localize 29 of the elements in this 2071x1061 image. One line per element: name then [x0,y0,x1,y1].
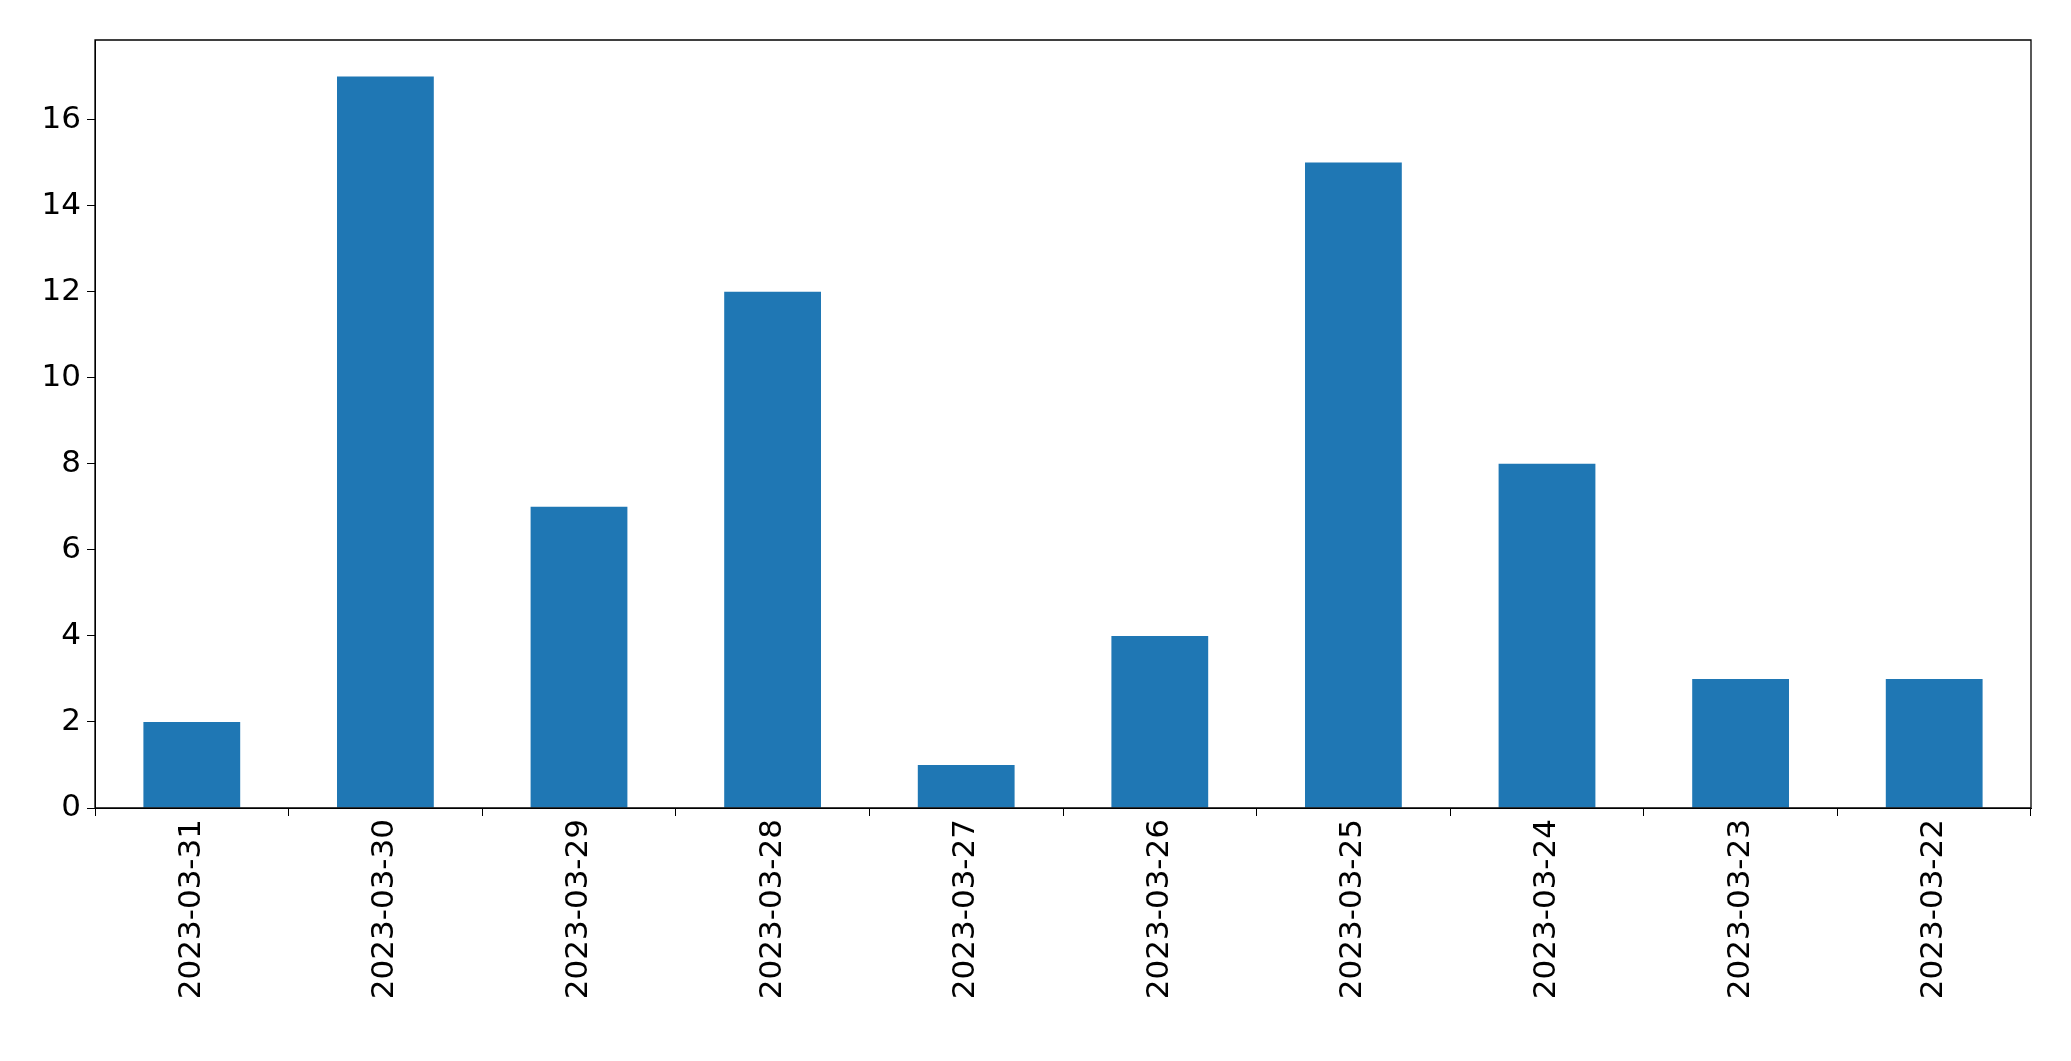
y-tick-label: 0 [61,787,81,824]
x-tick-label: 2023-03-24 [1526,819,1563,1000]
y-tick-label: 10 [41,356,81,393]
y-tick-label: 6 [61,528,81,565]
x-tick-label: 2023-03-26 [1138,819,1175,1000]
x-tick-label: 2023-03-30 [364,819,401,1000]
x-tick-label: 2023-03-29 [558,819,595,1000]
x-tick-label: 2023-03-23 [1719,819,1756,1000]
bar [530,506,628,808]
x-tick-label: 2023-03-27 [945,819,982,1000]
bar [1692,678,1789,808]
bar [1885,678,1983,808]
y-tick-label: 2 [61,701,81,737]
bar [1305,162,1402,808]
bar [724,291,821,808]
y-tick-label: 12 [41,270,81,307]
x-tick-label: 2023-03-22 [1913,819,1950,1000]
bar [1498,463,1596,808]
y-tick-label: 16 [41,98,81,135]
x-tick-label: 2023-03-28 [751,819,788,1000]
y-tick-label: 4 [61,614,81,651]
x-tick-label: 2023-03-25 [1332,819,1369,1000]
bar [917,764,1015,808]
bar [143,721,241,808]
x-tick-label: 2023-03-31 [170,819,207,1000]
bar [1111,635,1209,808]
y-tick-label: 14 [41,184,81,221]
bar [337,76,434,808]
y-tick-label: 8 [61,442,81,479]
